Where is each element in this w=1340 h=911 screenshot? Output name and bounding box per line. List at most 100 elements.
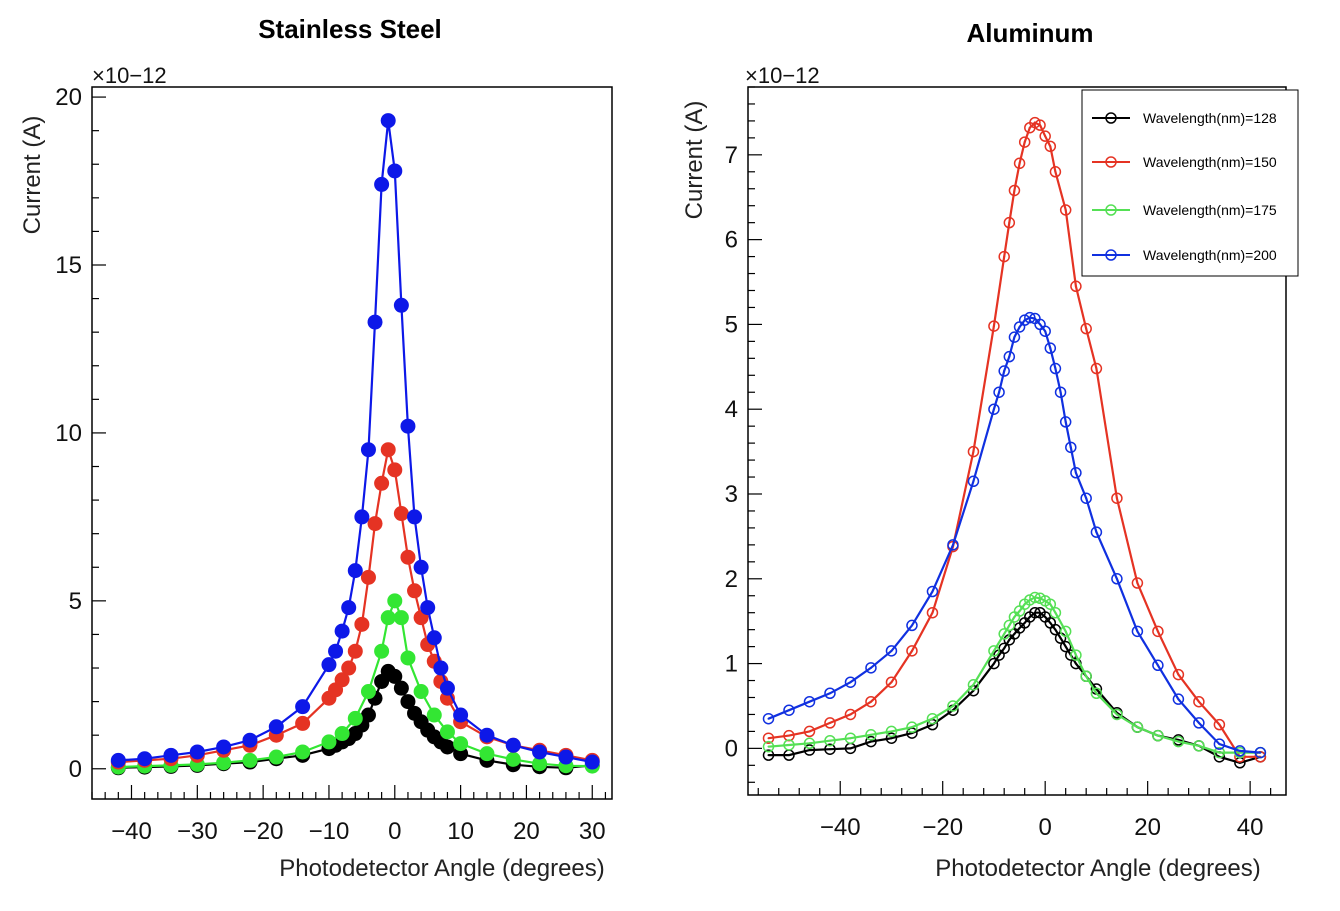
- data-point: [967, 445, 980, 458]
- data-point: [1111, 492, 1123, 504]
- x-tick-label: 0: [388, 818, 401, 845]
- data-point: [1044, 342, 1057, 354]
- data-point: [1131, 577, 1144, 589]
- data-point-center: [1018, 626, 1021, 629]
- data-point: [988, 645, 1000, 657]
- data-point: [334, 726, 350, 742]
- data-point: [347, 710, 363, 726]
- data-point: [341, 600, 357, 616]
- data-point-center: [1177, 673, 1180, 676]
- data-point: [321, 734, 337, 750]
- data-point: [387, 668, 403, 684]
- data-point: [393, 680, 409, 696]
- data-point-center: [1074, 471, 1077, 474]
- data-point: [988, 403, 1000, 415]
- data-point: [1090, 687, 1103, 700]
- chart-title: Aluminum: [966, 18, 1093, 48]
- data-point: [1213, 738, 1226, 750]
- x-tick-label: 0: [1039, 814, 1052, 841]
- data-point: [803, 744, 816, 756]
- legend-label: Wavelength(nm)=150: [1143, 154, 1277, 170]
- data-point-center: [910, 726, 913, 729]
- data-point-center: [1049, 621, 1052, 624]
- data-point: [400, 549, 416, 565]
- data-point: [1152, 659, 1164, 672]
- data-point: [803, 737, 816, 750]
- data-point: [1070, 467, 1082, 479]
- data-point: [1152, 729, 1164, 742]
- legend-box: [1081, 89, 1299, 277]
- data-point: [295, 744, 311, 760]
- data-point-center: [767, 737, 770, 740]
- data-point-center: [828, 692, 831, 695]
- data-point-center: [1085, 497, 1088, 500]
- data-point: [762, 740, 775, 753]
- data-point-center: [869, 733, 872, 736]
- data-point-center: [1054, 611, 1057, 614]
- data-point-center: [1064, 645, 1067, 648]
- data-point-center: [1115, 577, 1118, 580]
- data-point-center: [1115, 713, 1118, 716]
- data-point-center: [1039, 323, 1042, 326]
- series-wavelength-nm-200: [762, 311, 1267, 759]
- data-point: [413, 684, 429, 700]
- data-point-center: [849, 737, 852, 740]
- data-point: [885, 645, 898, 657]
- data-point-center: [992, 408, 995, 411]
- x-axis-title: Photodetector Angle (degrees): [935, 855, 1261, 882]
- data-point: [1003, 619, 1016, 632]
- data-point: [505, 737, 521, 753]
- data-point-center: [1218, 743, 1221, 746]
- data-point-center: [1064, 420, 1067, 423]
- data-point: [110, 752, 126, 768]
- x-tick-label: 20: [513, 818, 540, 845]
- data-point-center: [1044, 135, 1047, 138]
- data-point-center: [828, 739, 831, 742]
- data-point: [321, 657, 337, 673]
- data-point: [824, 734, 836, 747]
- data-point-center: [849, 681, 852, 684]
- data-point: [1131, 721, 1144, 733]
- data-point: [268, 719, 284, 735]
- data-point: [453, 736, 469, 752]
- data-point: [532, 756, 548, 772]
- series-line: [768, 596, 1261, 754]
- data-point-center: [1197, 744, 1200, 747]
- data-point: [242, 732, 258, 748]
- chart-title: Stainless Steel: [258, 14, 442, 44]
- data-point-center: [787, 709, 790, 712]
- data-point-center: [1023, 141, 1026, 144]
- data-point-center: [1003, 255, 1006, 258]
- data-point-center: [1197, 721, 1200, 724]
- data-point-center: [1008, 355, 1011, 358]
- data-point-center: [931, 590, 934, 593]
- data-point: [453, 707, 469, 723]
- data-point: [988, 657, 1000, 670]
- data-point: [1193, 717, 1205, 729]
- data-point: [1111, 573, 1123, 585]
- data-point: [1065, 441, 1077, 454]
- legend-marker: [1105, 204, 1117, 216]
- data-point-center: [1177, 698, 1180, 701]
- data-point: [803, 725, 816, 738]
- data-point: [1059, 625, 1072, 638]
- data-point: [824, 717, 836, 729]
- data-point-center: [1136, 630, 1139, 633]
- data-point-center: [767, 745, 770, 748]
- data-point-center: [992, 649, 995, 652]
- legend-label: Wavelength(nm)=200: [1143, 247, 1277, 263]
- data-point: [216, 739, 232, 755]
- legend-marker: [1105, 249, 1117, 261]
- data-point-center: [931, 611, 934, 614]
- data-point: [885, 676, 898, 688]
- data-point: [1254, 746, 1267, 759]
- data-point: [1070, 649, 1082, 661]
- data-point-center: [1218, 751, 1221, 754]
- data-point-center: [1049, 603, 1052, 606]
- y-tick-label: 0: [69, 756, 82, 783]
- data-point-center: [972, 683, 975, 686]
- data-point: [998, 642, 1010, 655]
- data-point-center: [1177, 740, 1180, 743]
- data-point: [906, 645, 918, 657]
